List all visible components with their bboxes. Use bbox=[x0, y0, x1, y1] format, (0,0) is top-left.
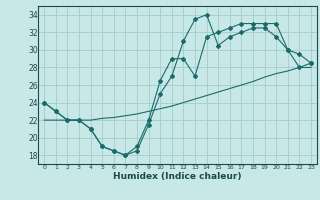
X-axis label: Humidex (Indice chaleur): Humidex (Indice chaleur) bbox=[113, 172, 242, 181]
